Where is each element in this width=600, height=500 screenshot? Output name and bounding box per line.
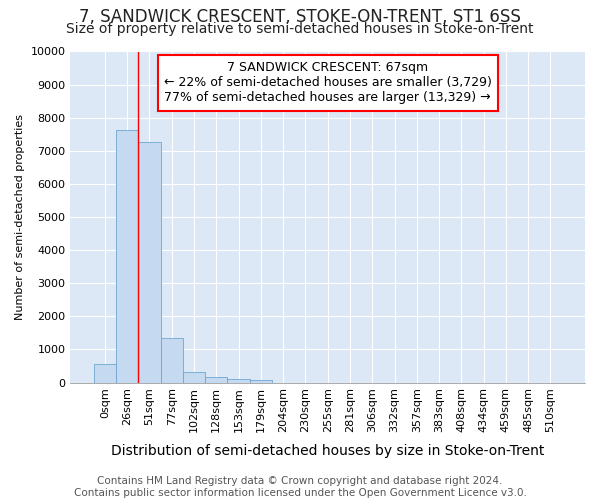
Bar: [183, 372, 205, 382]
Bar: [250, 380, 272, 382]
Y-axis label: Number of semi-detached properties: Number of semi-detached properties: [15, 114, 25, 320]
Bar: [227, 379, 250, 382]
Text: 7, SANDWICK CRESCENT, STOKE-ON-TRENT, ST1 6SS: 7, SANDWICK CRESCENT, STOKE-ON-TRENT, ST…: [79, 8, 521, 26]
Bar: [116, 130, 139, 382]
Text: Size of property relative to semi-detached houses in Stoke-on-Trent: Size of property relative to semi-detach…: [66, 22, 534, 36]
Bar: [161, 338, 183, 382]
Bar: [94, 364, 116, 382]
Text: Contains HM Land Registry data © Crown copyright and database right 2024.
Contai: Contains HM Land Registry data © Crown c…: [74, 476, 526, 498]
X-axis label: Distribution of semi-detached houses by size in Stoke-on-Trent: Distribution of semi-detached houses by …: [111, 444, 544, 458]
Bar: [205, 378, 227, 382]
Text: 7 SANDWICK CRESCENT: 67sqm
← 22% of semi-detached houses are smaller (3,729)
77%: 7 SANDWICK CRESCENT: 67sqm ← 22% of semi…: [164, 62, 491, 104]
Bar: [139, 142, 161, 382]
